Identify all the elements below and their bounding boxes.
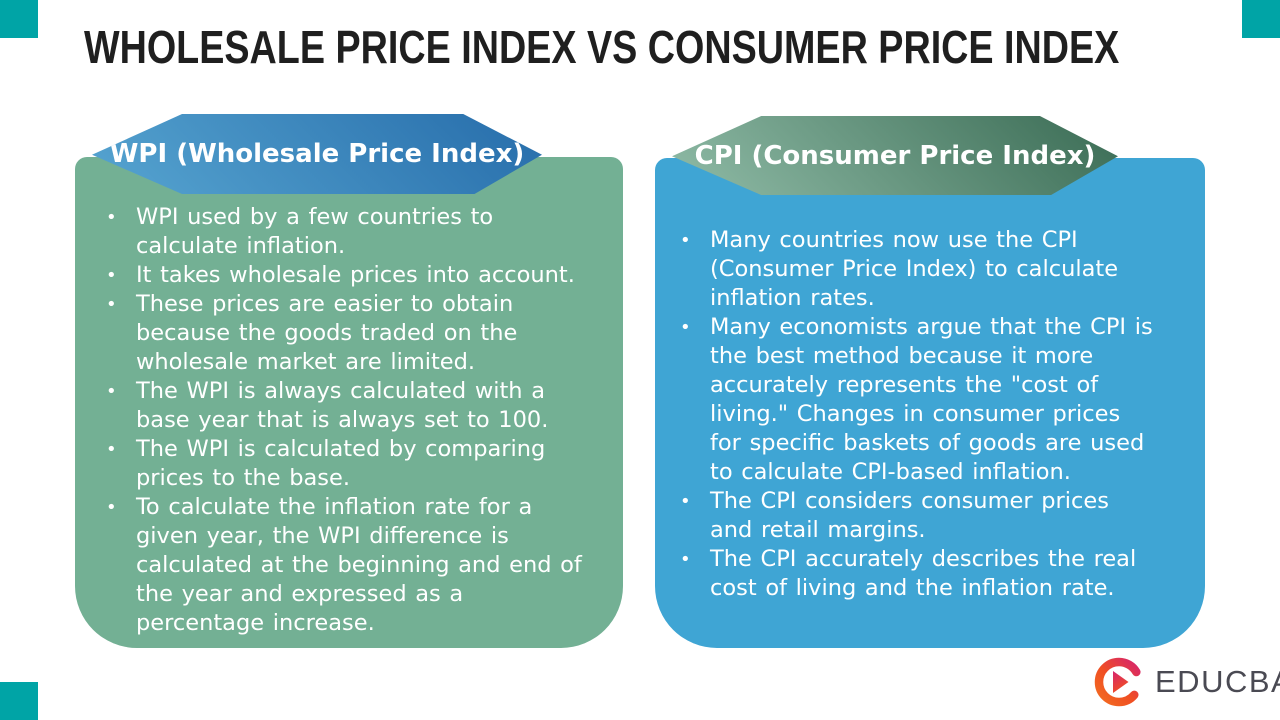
- bullet-dot: •: [680, 230, 691, 251]
- list-item: • The CPI accurately describes the real …: [678, 545, 1179, 603]
- bullet-dot: •: [680, 317, 691, 338]
- list-item: • These prices are easier to obtain beca…: [104, 290, 592, 377]
- cpi-header-label: CPI (Consumer Price Index): [694, 140, 1096, 171]
- list-item: • The WPI is always calculated with a ba…: [104, 377, 592, 435]
- bullet-dot: •: [106, 294, 117, 315]
- educba-logo-icon: [1094, 657, 1144, 707]
- page-title: WHOLESALE PRICE INDEX VS CONSUMER PRICE …: [84, 21, 1120, 73]
- list-item: • To calculate the inflation rate for a …: [104, 493, 592, 638]
- bullet-text: To calculate the inflation rate for a gi…: [136, 494, 582, 636]
- list-item: • Many countries now use the CPI (Consum…: [678, 226, 1179, 313]
- bullet-dot: •: [106, 381, 117, 402]
- bullet-dot: •: [680, 549, 691, 570]
- corner-accent-top-left: [0, 0, 38, 38]
- bullet-dot: •: [106, 497, 117, 518]
- bullet-text: Many countries now use the CPI (Consumer…: [710, 227, 1119, 311]
- cpi-panel: [655, 158, 1205, 648]
- wpi-header-ribbon: WPI (Wholesale Price Index): [92, 114, 542, 194]
- bullet-text: The WPI is calculated by comparing price…: [136, 436, 546, 491]
- list-item: • Many economists argue that the CPI is …: [678, 313, 1179, 487]
- bullet-text: The WPI is always calculated with a base…: [136, 378, 549, 433]
- wpi-panel: [75, 157, 623, 648]
- bullet-text: The CPI accurately describes the real co…: [710, 546, 1137, 601]
- cpi-bullet-list: • Many countries now use the CPI (Consum…: [678, 226, 1179, 603]
- bullet-text: Many economists argue that the CPI is th…: [710, 314, 1153, 485]
- bullet-dot: •: [106, 439, 117, 460]
- cpi-header-ribbon: CPI (Consumer Price Index): [672, 116, 1118, 195]
- list-item: • The CPI considers consumer prices and …: [678, 487, 1179, 545]
- bullet-dot: •: [106, 265, 117, 286]
- corner-accent-top-right: [1242, 0, 1280, 38]
- corner-accent-bottom-left: [0, 682, 38, 720]
- bullet-text: It takes wholesale prices into account.: [136, 262, 575, 288]
- bullet-dot: •: [680, 491, 691, 512]
- educba-logo-text: EDUCBA: [1155, 664, 1280, 699]
- bullet-text: WPI used by a few countries to calculate…: [136, 204, 494, 259]
- list-item: • The WPI is calculated by comparing pri…: [104, 435, 592, 493]
- wpi-header-label: WPI (Wholesale Price Index): [109, 139, 525, 169]
- bullet-text: The CPI considers consumer prices and re…: [710, 488, 1109, 543]
- wpi-bullet-list: • WPI used by a few countries to calcula…: [104, 203, 592, 638]
- bullet-dot: •: [106, 207, 117, 228]
- list-item: • It takes wholesale prices into account…: [104, 261, 592, 290]
- list-item: • WPI used by a few countries to calcula…: [104, 203, 592, 261]
- bullet-text: These prices are easier to obtain becaus…: [136, 291, 518, 375]
- educba-logo: EDUCBA: [1092, 654, 1280, 710]
